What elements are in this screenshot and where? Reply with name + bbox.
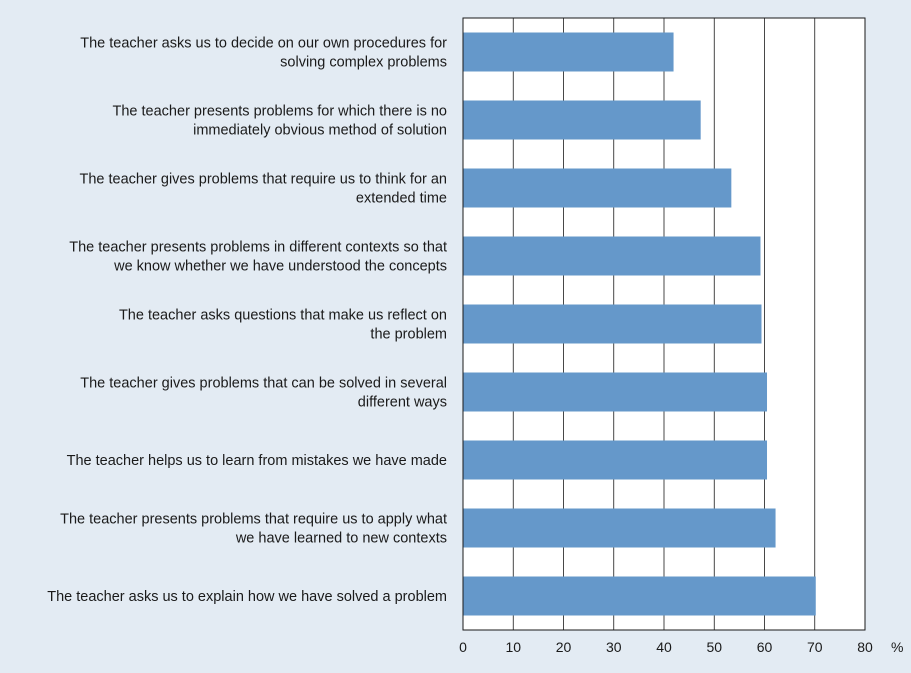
category-label: The teacher asks questions that make us …: [119, 308, 447, 343]
category-labels: The teacher asks us to decide on our own…: [47, 36, 447, 606]
category-label: The teacher presents problems that requi…: [60, 512, 447, 547]
category-label-line: The teacher presents problems for which …: [113, 104, 447, 120]
category-label-line: we have learned to new contexts: [235, 531, 447, 547]
bar: [463, 236, 761, 276]
x-tick-label: 30: [606, 639, 622, 655]
x-tick-label: 80: [857, 639, 873, 655]
category-label: The teacher asks us to decide on our own…: [80, 36, 447, 71]
x-tick-label: 50: [706, 639, 722, 655]
category-label-line: immediately obvious method of solution: [193, 123, 447, 139]
category-label: The teacher gives problems that require …: [79, 172, 447, 207]
x-tick-label: 40: [656, 639, 672, 655]
bars: [463, 32, 816, 616]
category-label-line: we know whether we have understood the c…: [113, 259, 447, 275]
category-label: The teacher presents problems in differe…: [69, 240, 447, 275]
category-label: The teacher asks us to explain how we ha…: [47, 589, 447, 605]
bar: [463, 304, 762, 344]
bar: [463, 576, 816, 616]
category-label-line: the problem: [370, 327, 447, 343]
unit-label: %: [891, 639, 903, 655]
x-tick-label: 0: [459, 639, 467, 655]
bar: [463, 440, 768, 480]
bar: [463, 508, 776, 548]
x-tick-labels: 0 10 20 30 40 50 60 70 80: [459, 639, 873, 655]
category-label-line: The teacher gives problems that can be s…: [80, 376, 447, 392]
bar: [463, 372, 768, 412]
plot-border: [462, 17, 866, 631]
category-label-line: The teacher asks us to explain how we ha…: [47, 589, 447, 605]
category-label-line: extended time: [356, 191, 447, 207]
bar: [463, 168, 732, 208]
category-label-line: The teacher asks us to decide on our own…: [80, 36, 447, 52]
category-label-line: The teacher helps us to learn from mista…: [67, 453, 447, 469]
category-label-line: The teacher asks questions that make us …: [119, 308, 447, 324]
x-tick-label: 20: [556, 639, 572, 655]
category-label-line: The teacher presents problems in differe…: [69, 240, 447, 256]
category-label: The teacher presents problems for which …: [113, 104, 447, 139]
category-label: The teacher helps us to learn from mista…: [67, 453, 447, 469]
category-label-line: different ways: [358, 395, 447, 411]
category-label: The teacher gives problems that can be s…: [80, 376, 447, 411]
bar: [463, 100, 701, 140]
category-label-line: The teacher gives problems that require …: [79, 172, 447, 188]
x-tick-label: 10: [505, 639, 521, 655]
category-label-line: solving complex problems: [280, 55, 447, 71]
bar: [463, 32, 674, 72]
x-tick-label: 70: [807, 639, 823, 655]
x-tick-label: 60: [757, 639, 773, 655]
category-label-line: The teacher presents problems that requi…: [60, 512, 447, 528]
